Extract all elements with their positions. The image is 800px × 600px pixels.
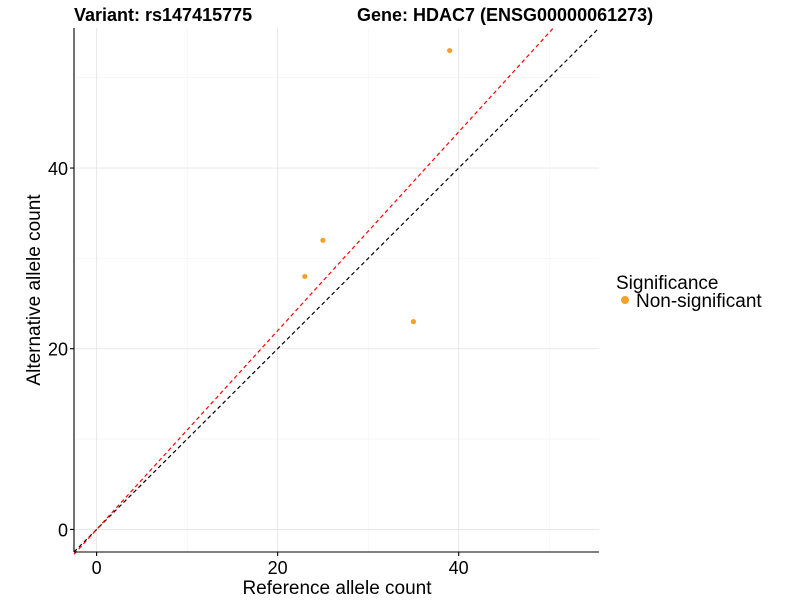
- axes: [70, 28, 599, 556]
- tick-labels: 0 20 40 0 20 40: [48, 159, 469, 578]
- y-tick-label-20: 20: [48, 340, 68, 360]
- chart-title-gene: Gene: HDAC7 (ENSG00000061273): [357, 5, 653, 25]
- legend-title: Significance: [616, 273, 718, 294]
- y-axis-title: Alternative allele count: [24, 194, 45, 386]
- x-tick-label-20: 20: [268, 558, 288, 578]
- legend: Significance Non-significant: [616, 273, 762, 312]
- data-point-3: [410, 319, 417, 325]
- data-point-4: [447, 47, 453, 54]
- x-axis-title: Reference allele count: [242, 578, 432, 599]
- y-tick-label-0: 0: [58, 520, 68, 540]
- x-tick-label-40: 40: [449, 558, 469, 578]
- data-point-1: [302, 273, 308, 280]
- data-points: [302, 47, 453, 325]
- legend-label-non-significant: Non-significant: [636, 291, 762, 312]
- chart-title-variant: Variant: rs147415775: [74, 5, 252, 25]
- legend-swatch-non-significant: [621, 296, 629, 304]
- data-point-2: [320, 237, 326, 243]
- grid: [74, 28, 599, 552]
- x-tick-label-0: 0: [92, 558, 102, 578]
- fitted-line: [73, 27, 554, 555]
- reference-lines: [73, 27, 600, 555]
- identity-line: [73, 27, 600, 553]
- y-tick-label-40: 40: [48, 159, 68, 179]
